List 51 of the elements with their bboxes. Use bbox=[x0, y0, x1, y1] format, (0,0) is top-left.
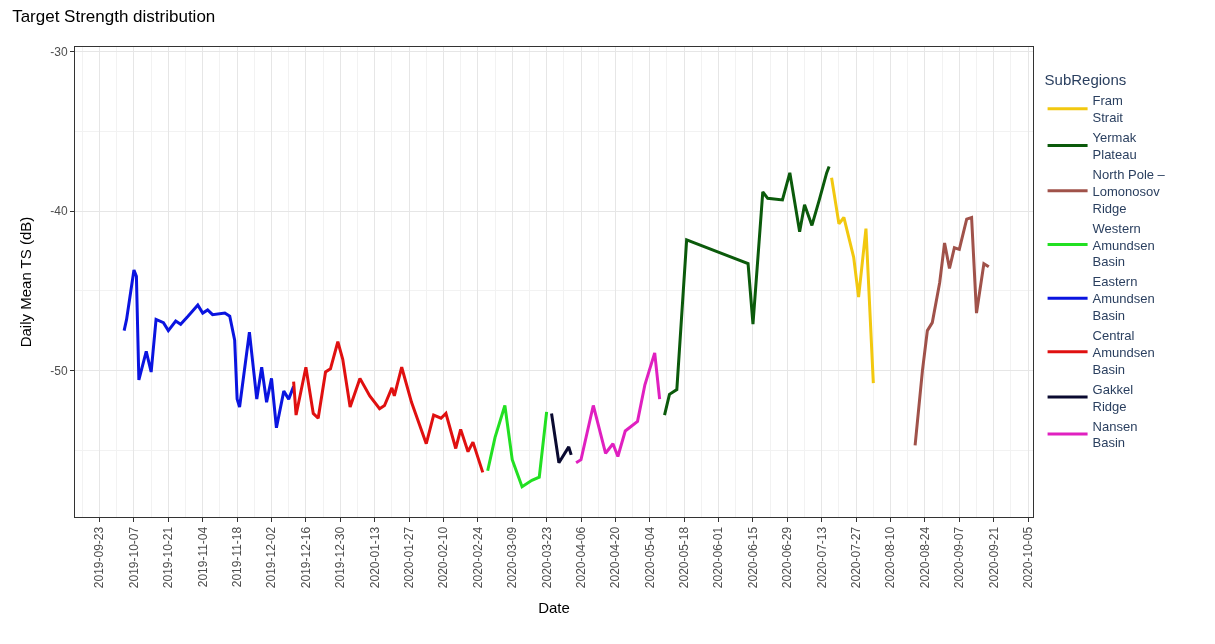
x-tick-label: 2020-05-18 bbox=[677, 526, 692, 589]
legend-label: Nansen Basin bbox=[1092, 418, 1138, 451]
line-series bbox=[486, 403, 549, 489]
legend-label: Gakkel Ridge bbox=[1092, 381, 1134, 414]
x-tick-label: 2019-10-21 bbox=[161, 526, 176, 589]
x-tick-label: 2020-06-29 bbox=[780, 526, 795, 589]
legend-label: Western Amundsen Basin bbox=[1092, 220, 1155, 270]
x-tick-label: 2020-03-23 bbox=[539, 526, 554, 589]
y-axis-title: Daily Mean TS (dB) bbox=[16, 216, 34, 348]
x-tick-label: 2020-10-05 bbox=[1020, 526, 1035, 589]
x-tick-label: 2019-11-04 bbox=[195, 526, 210, 588]
legend-label: Yermak Plateau bbox=[1092, 130, 1137, 163]
y-tick-label: -40 bbox=[50, 204, 68, 219]
line-series bbox=[122, 268, 296, 430]
x-tick-label: 2020-04-06 bbox=[573, 526, 588, 589]
x-tick-label: 2019-10-07 bbox=[126, 526, 141, 589]
x-tick-label: 2020-07-13 bbox=[814, 526, 829, 589]
x-tick-label: 2020-01-13 bbox=[367, 526, 382, 589]
legend-label: Central Amundsen Basin bbox=[1092, 328, 1155, 377]
x-tick-label: 2019-09-23 bbox=[92, 526, 107, 589]
x-tick-label: 2020-02-24 bbox=[470, 526, 485, 589]
x-tick-label: 2020-05-04 bbox=[642, 526, 657, 589]
legend-label: Fram Strait bbox=[1092, 93, 1124, 126]
line-series bbox=[292, 340, 485, 474]
x-tick-label: 2019-12-02 bbox=[264, 526, 279, 589]
x-tick-label: 2020-06-15 bbox=[745, 526, 760, 589]
y-tick-label: -50 bbox=[50, 363, 68, 378]
line-series bbox=[830, 176, 875, 385]
x-tick-label: 2019-12-30 bbox=[333, 526, 348, 589]
line-series bbox=[550, 411, 573, 465]
x-tick-label: 2020-09-21 bbox=[986, 526, 1001, 589]
x-tick-label: 2020-09-07 bbox=[952, 526, 967, 589]
x-tick-label: 2020-04-20 bbox=[608, 526, 623, 589]
chart-title: Target Strength distribution bbox=[12, 6, 216, 26]
x-tick-label: 2019-11-18 bbox=[230, 526, 245, 588]
legend-label: Eastern Amundsen Basin bbox=[1092, 274, 1155, 324]
x-tick-label: 2020-08-24 bbox=[917, 526, 932, 589]
y-tick-label: -30 bbox=[50, 44, 68, 59]
x-tick-label: 2020-08-10 bbox=[883, 526, 898, 589]
legend-title: SubRegions bbox=[1044, 71, 1127, 89]
x-tick-label: 2020-01-27 bbox=[401, 526, 416, 589]
line-series bbox=[663, 164, 831, 417]
x-tick-label: 2020-06-01 bbox=[711, 526, 726, 589]
x-tick-label: 2020-02-10 bbox=[436, 526, 451, 589]
legend-label: North Pole – Lomonosov Ridge bbox=[1092, 166, 1166, 216]
x-axis-title: Date bbox=[538, 599, 570, 617]
line-series bbox=[913, 215, 991, 447]
x-tick-label: 2019-12-16 bbox=[298, 526, 313, 589]
x-tick-label: 2020-07-27 bbox=[849, 526, 864, 589]
x-tick-label: 2020-03-09 bbox=[505, 526, 520, 589]
line-series bbox=[574, 351, 662, 465]
